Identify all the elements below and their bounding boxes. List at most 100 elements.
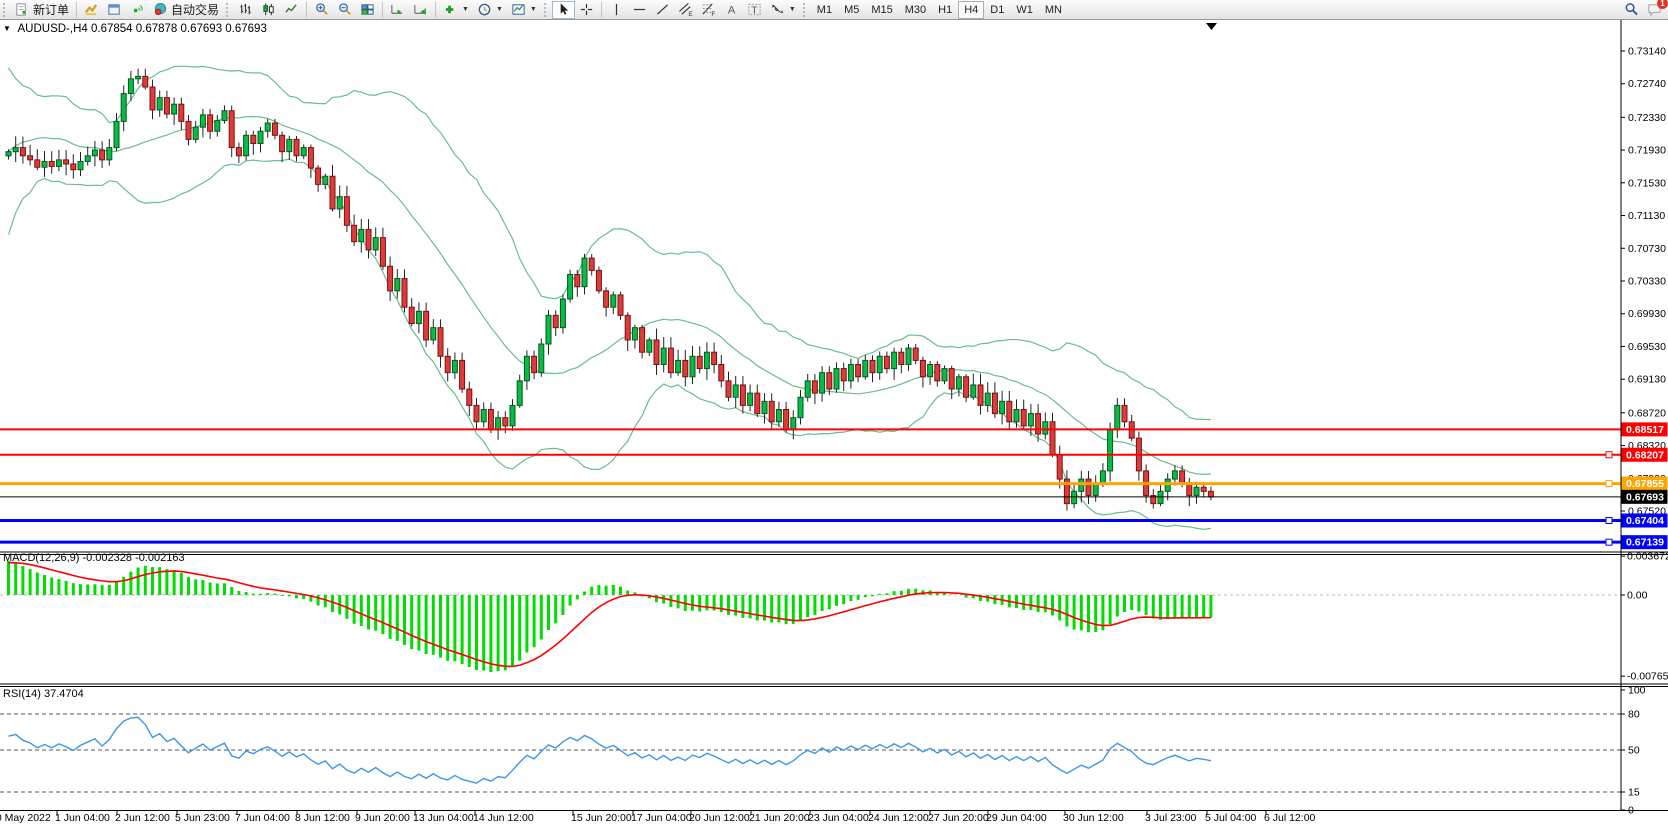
notifications-button[interactable]: 1 [1647,0,1668,17]
fibonacci-icon: F [702,3,715,17]
candlestick-chart-button[interactable] [257,1,280,19]
price-line-badge: 0.68207 [1626,449,1664,461]
tf-button-d1[interactable]: D1 [990,3,1005,16]
search-icon[interactable] [1624,2,1639,17]
cursor-button[interactable] [551,0,575,19]
auto-scroll-button[interactable] [386,1,409,19]
tf-button-w1[interactable]: W1 [1016,3,1033,16]
time-tick-label: 27 Jun 20:00 [928,812,989,824]
tf-button-m5[interactable]: M5 [844,3,860,16]
macd-histogram [7,560,1213,673]
crosshair-button[interactable] [575,1,598,19]
bar-chart-button[interactable] [234,1,257,19]
zoom-out-icon [339,3,351,15]
chart-shift-button[interactable] [409,1,432,19]
new-order-label: 新订单 [33,3,70,17]
time-tick-label: 15 Jun 20:00 [571,812,632,824]
price-tick-label: 0.68720 [1628,407,1666,419]
chart-shift-marker[interactable] [1206,23,1217,30]
tf-button-m15[interactable]: M15 [871,3,893,16]
dropdown-arrow-icon: ▼ [462,6,469,13]
cursor-icon [560,3,569,15]
profiles-icon [108,4,120,15]
macd-tick-label: 0.00 [1627,590,1648,602]
toolbar-separator [306,1,308,18]
templates-button[interactable]: ▼ [507,1,541,19]
horizontal-line-button[interactable] [628,1,651,19]
toolbar-grip[interactable] [3,2,9,17]
periods-button[interactable]: ▼ [473,1,507,19]
toolbar-grip[interactable] [226,2,232,17]
time-tick-label: 24 Jun 12:00 [868,812,929,824]
rsi-level-label: 15 [1628,787,1640,799]
time-tick-label: 23 Jun 04:00 [808,812,869,824]
tf-button-m30[interactable]: M30 [904,3,927,16]
profiles-button[interactable] [103,1,126,19]
price-tick-label: 0.69930 [1628,308,1666,320]
line-handle[interactable] [1605,451,1613,459]
line-handle[interactable] [1605,516,1613,524]
shapes-button[interactable]: ▼ [766,1,800,19]
line-chart-button[interactable] [280,1,303,19]
ohlc-text: 0.67854 0.67878 0.67693 0.67693 [90,23,267,35]
new-order-button[interactable]: 新订单 [11,1,73,19]
toolbar-separator [382,1,384,18]
candlesticks [5,68,1214,511]
tf-button-m1[interactable]: M1 [816,3,833,16]
svg-text:F: F [711,11,715,17]
horizontal-price-lines[interactable] [0,428,1621,544]
symbol-period-text: AUDUSD-,H4 [17,23,88,35]
toolbar-grip[interactable] [802,2,809,17]
text-tool-icon: A [728,5,736,17]
horizontal-line-icon [633,8,645,11]
bar-chart-icon [240,3,251,15]
autotrading-button[interactable]: 自动交易 [149,1,223,19]
autotrading-icon [154,2,167,16]
label-tool-icon: T [748,3,761,16]
price-tick-label: 0.71930 [1628,145,1666,157]
time-axis[interactable]: 30 May 2022 1 Jun 04:00 2 Jun 12:00 5 Jun 2… [0,810,1316,824]
time-tick-label: 2 Jun 12:00 [115,812,170,824]
trendline-button[interactable] [651,1,674,19]
clock-icon [478,3,491,16]
line-handle[interactable] [1605,538,1613,546]
text-tool-button[interactable]: A [720,1,743,19]
rsi-level-label: 100 [1628,685,1646,697]
label-tool-button[interactable]: T [743,1,766,19]
zoom-in-button[interactable] [310,1,333,19]
line-handle[interactable] [1605,480,1613,488]
time-tick-label: 5 Jun 23:00 [175,812,230,824]
zoom-out-button[interactable] [333,1,356,19]
fibonacci-button[interactable]: F [697,1,720,19]
trendline-icon [656,4,668,15]
price-scale[interactable]: 0.73140 0.72740 0.72330 0.71930 0.71530 0.711… [1621,46,1666,518]
macd-tick-label: 0.003672 [1627,551,1668,563]
indicators-button[interactable]: ▼ [439,1,473,19]
symbol-dropdown-icon[interactable]: ▼ [3,24,11,33]
new-order-icon [16,3,26,16]
signals-button[interactable] [126,1,149,19]
macd-scale[interactable]: 0.003672 0.00 -0.007656 [1621,551,1668,683]
rsi-line [8,716,1212,784]
toolbar-grip[interactable] [543,2,550,17]
price-line-badge: 0.67139 [1626,537,1664,549]
equidistant-channel-button[interactable]: E [674,1,697,19]
vertical-line-icon [615,3,617,16]
tf-button-h1[interactable]: H1 [938,3,953,16]
new-chart-button[interactable] [80,1,103,19]
templates-icon [512,4,525,15]
tile-windows-button[interactable] [356,1,379,19]
price-line-badge: 0.67693 [1626,491,1664,503]
price-tick-label: 0.69130 [1628,374,1666,386]
tf-button-h4[interactable]: H4 [958,0,985,19]
vertical-line-button[interactable] [605,1,628,19]
tf-button-mn[interactable]: MN [1044,3,1062,16]
svg-text:A: A [728,5,736,17]
dropdown-arrow-icon: ▼ [495,6,503,13]
time-tick-label: 21 Jun 20:00 [749,812,810,824]
rsi-scale[interactable]: 100 80 50 15 0 [1621,685,1646,817]
price-tick-label: 0.70730 [1628,243,1666,255]
price-tick-label: 0.72330 [1628,112,1666,124]
